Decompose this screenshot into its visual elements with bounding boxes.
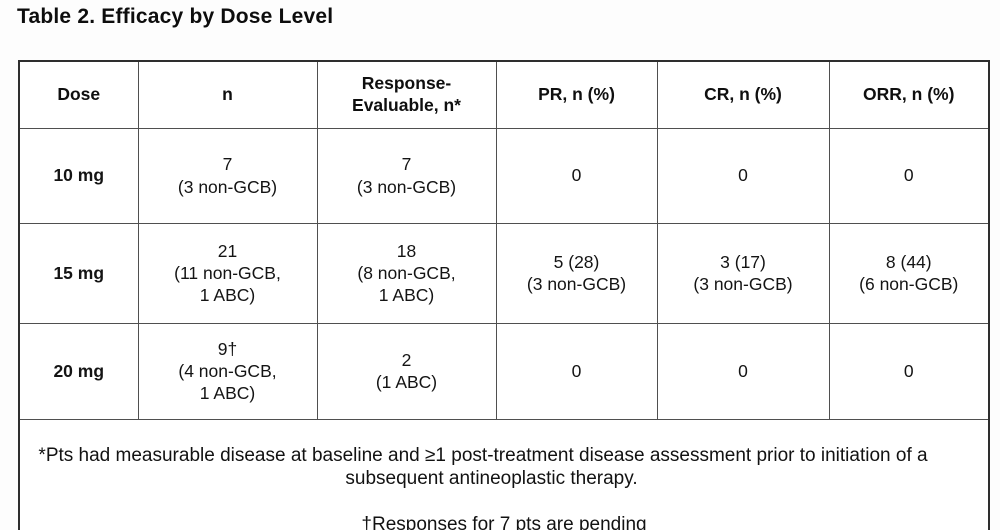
dose-cell: 15 mg xyxy=(18,222,139,324)
response-evaluable-cell: 7 (3 non-GCB) xyxy=(316,127,497,224)
col-header-orr: ORR, n (%) xyxy=(828,60,990,129)
col-header-response-evaluable: Response- Evaluable, n* xyxy=(316,60,497,129)
pr-cell: 5 (28) (3 non-GCB) xyxy=(495,222,658,324)
n-cell: 9† (4 non-GCB, 1 ABC) xyxy=(137,322,318,420)
cr-cell: 3 (17) (3 non-GCB) xyxy=(656,222,830,324)
footnote-measurable-disease: *Pts had measurable disease at baseline … xyxy=(38,444,928,490)
table-body: 10 mg 7 (3 non-GCB) 7 (3 non-GCB) 0 0 0 … xyxy=(18,127,990,530)
table-row-15mg: 15 mg 21 (11 non-GCB, 1 ABC) 18 (8 non-G… xyxy=(18,222,990,324)
col-header-cr: CR, n (%) xyxy=(656,60,830,129)
cr-cell: 0 xyxy=(656,127,830,224)
table-header: Dose n Response- Evaluable, n* PR, n (%)… xyxy=(18,60,990,129)
footnote-cell: *Pts had measurable disease at baseline … xyxy=(18,418,990,530)
n-cell: 7 (3 non-GCB) xyxy=(137,127,318,224)
efficacy-table: Dose n Response- Evaluable, n* PR, n (%)… xyxy=(18,60,990,530)
pr-cell: 0 xyxy=(495,322,658,420)
table-title: Table 2. Efficacy by Dose Level xyxy=(17,5,334,28)
table-row-20mg: 20 mg 9† (4 non-GCB, 1 ABC) 2 (1 ABC) 0 … xyxy=(18,322,990,420)
dose-cell: 10 mg xyxy=(18,127,139,224)
n-cell: 21 (11 non-GCB, 1 ABC) xyxy=(137,222,318,324)
col-header-pr: PR, n (%) xyxy=(495,60,658,129)
col-header-dose: Dose xyxy=(18,60,139,129)
orr-cell: 0 xyxy=(828,322,990,420)
orr-cell: 0 xyxy=(828,127,990,224)
pr-cell: 0 xyxy=(495,127,658,224)
footnote-row: *Pts had measurable disease at baseline … xyxy=(18,418,990,530)
footnote-responses-pending: †Responses for 7 pts are pending xyxy=(361,514,647,530)
header-row: Dose n Response- Evaluable, n* PR, n (%)… xyxy=(18,60,990,129)
response-evaluable-cell: 2 (1 ABC) xyxy=(316,322,497,420)
table-row-10mg: 10 mg 7 (3 non-GCB) 7 (3 non-GCB) 0 0 0 xyxy=(18,127,990,224)
response-evaluable-cell: 18 (8 non-GCB, 1 ABC) xyxy=(316,222,497,324)
dose-cell: 20 mg xyxy=(18,322,139,420)
cr-cell: 0 xyxy=(656,322,830,420)
orr-cell: 8 (44) (6 non-GCB) xyxy=(828,222,990,324)
col-header-n: n xyxy=(137,60,318,129)
